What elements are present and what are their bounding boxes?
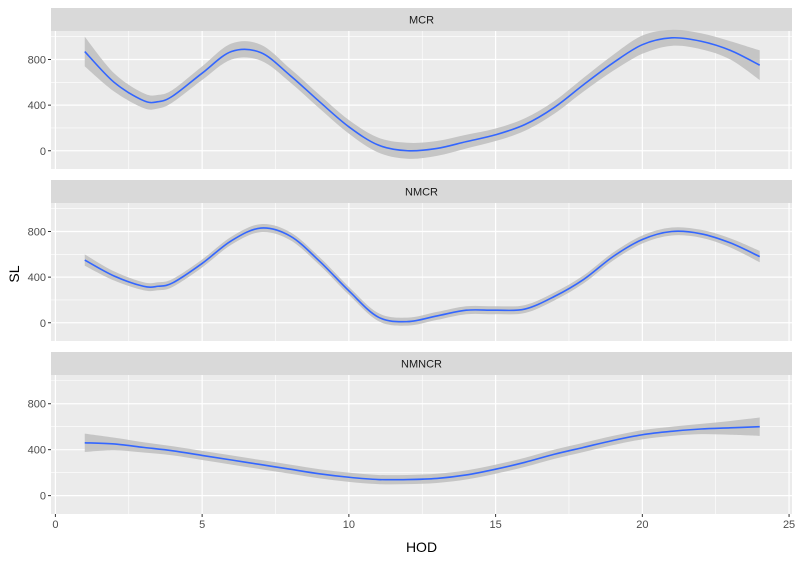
y-tick-label: 400 (28, 272, 46, 284)
facet-strip-label: NMNCR (401, 359, 442, 371)
x-tick-label: 25 (783, 519, 795, 531)
y-tick-label: 0 (40, 491, 46, 503)
y-tick-label: 400 (28, 100, 46, 112)
confidence-ribbon (84, 223, 760, 326)
smooth-line (84, 227, 761, 323)
x-tick-label: 10 (343, 519, 355, 531)
x-tick-label: 20 (636, 519, 648, 531)
y-tick-label: 400 (28, 445, 46, 457)
x-axis-title: HOD (406, 539, 437, 555)
y-tick-label: 800 (28, 399, 46, 411)
smooth-line (84, 36, 761, 152)
x-tick-label: 5 (199, 519, 205, 531)
facet-strip-label: NMCR (405, 187, 438, 199)
y-axis-title: SL (6, 265, 22, 282)
x-tick-label: 15 (489, 519, 501, 531)
smooth-line (84, 425, 760, 481)
facet-strip (51, 8, 792, 31)
y-tick-label: 0 (40, 146, 46, 158)
y-tick-label: 800 (28, 55, 46, 67)
confidence-ribbon (84, 417, 760, 485)
panel-nmcr: NMCR 0 400 800 (28, 180, 792, 341)
confidence-ribbon (84, 29, 760, 159)
facet-strip-label: MCR (409, 15, 434, 27)
panel-nmncr: NMNCR 0 400 800 (28, 352, 792, 514)
panel-mcr: MCR 0 400 800 (28, 8, 792, 169)
panel-background (51, 375, 792, 514)
facet-strip (51, 180, 792, 203)
y-tick-label: 800 (28, 227, 46, 239)
y-tick-label: 0 (40, 318, 46, 330)
facet-strip (51, 352, 792, 375)
x-tick-label: 0 (52, 519, 58, 531)
